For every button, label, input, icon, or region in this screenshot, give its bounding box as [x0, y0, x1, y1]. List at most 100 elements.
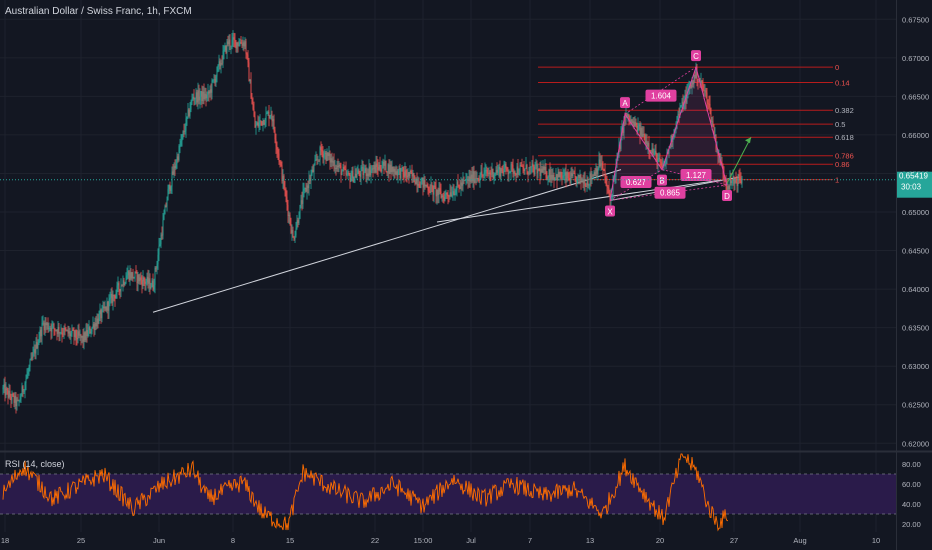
- candle-body: [531, 163, 533, 167]
- candle: [279, 160, 281, 168]
- candle: [349, 172, 351, 189]
- candle-body: [31, 357, 33, 359]
- harmonic-pattern[interactable]: X A B C D 1.604 0.627 1.127 0.865: [605, 50, 752, 217]
- candle-body: [25, 379, 27, 384]
- candle: [497, 164, 499, 176]
- candle: [553, 172, 555, 188]
- pattern-point-d[interactable]: D: [722, 190, 732, 202]
- rsi-line[interactable]: [2, 453, 729, 532]
- candle-body: [89, 327, 91, 334]
- candle: [339, 162, 341, 169]
- candle-body: [533, 166, 535, 175]
- candle-body: [4, 384, 6, 396]
- candle-body: [416, 178, 418, 186]
- candle: [402, 166, 404, 180]
- candle: [232, 30, 234, 48]
- candle-body: [37, 343, 39, 349]
- candle-body: [190, 101, 192, 110]
- candle: [324, 148, 326, 160]
- candle-body: [509, 171, 511, 174]
- candle: [46, 321, 48, 330]
- candle-body: [117, 283, 119, 286]
- candle-body: [192, 97, 194, 99]
- candle-body: [398, 168, 400, 170]
- chart-title: Australian Dollar / Swiss Franc, 1h, FXC…: [5, 6, 192, 17]
- candle: [519, 162, 521, 177]
- candle: [244, 37, 246, 50]
- candle: [94, 317, 96, 335]
- candle: [226, 39, 228, 60]
- candle-body: [106, 301, 108, 311]
- candle-body: [561, 178, 563, 179]
- trendline[interactable]: [152, 169, 622, 313]
- candle: [38, 331, 40, 346]
- candle-body: [656, 153, 658, 166]
- candle: [459, 179, 461, 190]
- candle: [478, 175, 480, 184]
- pattern-triangle-bcd: [662, 67, 727, 186]
- candle: [341, 169, 343, 176]
- candle-body: [676, 116, 678, 128]
- candle-body: [605, 178, 607, 184]
- candle: [177, 153, 179, 163]
- candle: [596, 165, 598, 178]
- candle-body: [56, 330, 58, 334]
- candle-body: [424, 179, 426, 187]
- candle-body: [599, 159, 601, 166]
- candle: [509, 170, 511, 174]
- candle-body: [212, 79, 214, 81]
- candle: [456, 180, 458, 197]
- candle-body: [391, 166, 393, 172]
- candle-body: [491, 168, 493, 175]
- candle: [196, 89, 198, 107]
- candle-body: [487, 173, 489, 175]
- rsi-panel[interactable]: [0, 453, 896, 532]
- candle-body: [280, 161, 282, 166]
- candle: [421, 177, 423, 185]
- candle: [344, 165, 346, 171]
- candle-body: [189, 109, 191, 116]
- pattern-point-c[interactable]: C: [691, 50, 701, 62]
- candle-body: [574, 173, 576, 177]
- candle-body: [64, 327, 66, 330]
- candle: [480, 164, 482, 180]
- candle: [215, 74, 217, 88]
- candle: [463, 176, 465, 185]
- candle-body: [110, 293, 112, 298]
- candle: [51, 320, 53, 339]
- candle-body: [285, 189, 287, 197]
- candle: [588, 183, 590, 190]
- trendline[interactable]: [436, 176, 740, 223]
- candle: [2, 384, 4, 395]
- candle: [345, 161, 347, 180]
- pattern-point-a[interactable]: A: [620, 97, 630, 109]
- candle-body: [606, 183, 608, 187]
- candle-body: [298, 218, 300, 224]
- candle: [550, 166, 552, 187]
- candle-body: [648, 143, 650, 151]
- candle-body: [596, 168, 598, 174]
- candle: [227, 35, 229, 47]
- candle: [314, 154, 316, 166]
- projection-arrow[interactable]: [726, 136, 752, 184]
- candle: [109, 291, 111, 307]
- candle-body: [508, 173, 510, 175]
- pattern-point-b[interactable]: B: [657, 174, 667, 186]
- candle: [382, 158, 384, 169]
- candle: [44, 316, 46, 336]
- candle-body: [614, 176, 616, 178]
- candle: [22, 385, 24, 398]
- candle-body: [96, 318, 98, 327]
- pattern-point-x[interactable]: X: [605, 205, 615, 217]
- ratio-badge-bg: [620, 175, 652, 188]
- candle: [262, 118, 264, 132]
- candle: [447, 190, 449, 205]
- candle: [643, 126, 645, 141]
- candle-body: [363, 171, 365, 175]
- candle-body: [631, 119, 633, 124]
- candle: [84, 331, 86, 343]
- candle-body: [319, 147, 321, 161]
- candle: [458, 184, 460, 193]
- candle-body: [150, 286, 152, 289]
